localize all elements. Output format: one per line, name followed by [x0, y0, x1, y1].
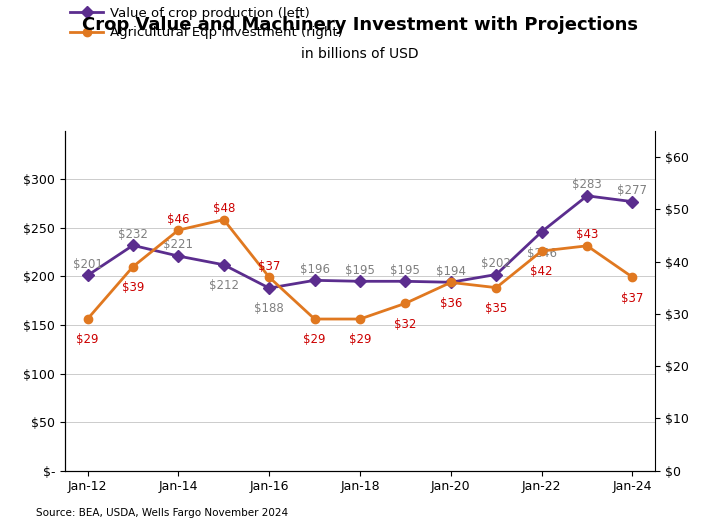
Text: $188: $188	[254, 302, 284, 315]
Text: $29: $29	[76, 333, 99, 346]
Text: in billions of USD: in billions of USD	[301, 47, 419, 61]
Text: $194: $194	[436, 265, 466, 278]
Text: $195: $195	[345, 264, 375, 277]
Text: $35: $35	[485, 302, 508, 315]
Text: $29: $29	[348, 333, 372, 346]
Text: $277: $277	[618, 184, 647, 197]
Text: $37: $37	[621, 291, 644, 304]
Text: $202: $202	[481, 257, 511, 270]
Text: $201: $201	[73, 258, 102, 271]
Text: $246: $246	[526, 247, 557, 260]
Text: $46: $46	[167, 212, 189, 225]
Text: Source: BEA, USDA, Wells Fargo November 2024: Source: BEA, USDA, Wells Fargo November …	[36, 508, 288, 518]
Text: $42: $42	[531, 265, 553, 278]
Text: $29: $29	[303, 333, 326, 346]
Text: $283: $283	[572, 178, 602, 191]
Text: Crop Value and Machinery Investment with Projections: Crop Value and Machinery Investment with…	[82, 16, 638, 33]
Text: $196: $196	[300, 263, 330, 276]
Text: $232: $232	[118, 228, 148, 241]
Legend: Value of crop production (left), Agricultural Eqp investment (right): Value of crop production (left), Agricul…	[65, 2, 348, 45]
Text: $212: $212	[209, 279, 239, 292]
Text: $39: $39	[122, 281, 144, 294]
Text: $36: $36	[440, 297, 462, 310]
Text: $32: $32	[395, 317, 417, 331]
Text: $221: $221	[163, 238, 194, 252]
Text: $37: $37	[258, 259, 280, 272]
Text: $195: $195	[390, 264, 420, 277]
Text: $48: $48	[212, 202, 235, 215]
Text: $43: $43	[576, 228, 598, 241]
